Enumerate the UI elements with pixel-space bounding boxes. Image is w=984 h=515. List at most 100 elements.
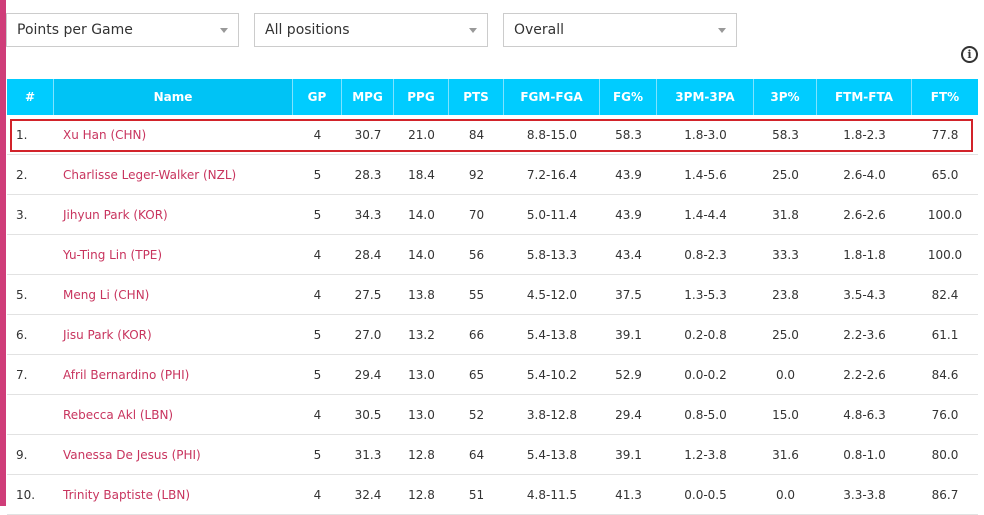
cell-fg-pct: 43.9 <box>600 155 657 195</box>
cell-ft-pct: 61.1 <box>912 315 978 355</box>
cell-player-name[interactable]: Vanessa De Jesus (PHI) <box>54 435 293 475</box>
cell-pts: 51 <box>449 475 504 515</box>
cell-ppg: 14.0 <box>394 195 449 235</box>
col-header-fg-pct[interactable]: FG% <box>600 79 657 115</box>
cell-rank: 6. <box>7 315 54 355</box>
cell-rank <box>7 395 54 435</box>
table-header-row: # Name GP MPG PPG PTS FGM-FGA FG% 3PM-3P… <box>7 79 978 115</box>
col-header-ft-pct[interactable]: FT% <box>912 79 978 115</box>
info-icon[interactable]: i <box>961 46 978 63</box>
cell-ft-pct: 100.0 <box>912 195 978 235</box>
table-row: 10. Trinity Baptiste (LBN) 4 32.4 12.8 51 4.8-… <box>7 475 978 515</box>
cell-mpg: 31.3 <box>342 435 394 475</box>
table-row: Rebecca Akl (LBN) 4 30.5 13.0 52 3.8-12.8 29.4… <box>7 395 978 435</box>
col-header-rank: # <box>7 79 54 115</box>
cell-gp: 5 <box>293 435 342 475</box>
col-header-name[interactable]: Name <box>54 79 293 115</box>
cell-player-name[interactable]: Trinity Baptiste (LBN) <box>54 475 293 515</box>
cell-mpg: 27.0 <box>342 315 394 355</box>
table-row: 5. Meng Li (CHN) 4 27.5 13.8 55 4.5-12.0 37.5 1.… <box>7 275 978 315</box>
cell-gp: 4 <box>293 475 342 515</box>
cell-gp: 4 <box>293 275 342 315</box>
cell-3pm-3pa: 0.8-5.0 <box>657 395 754 435</box>
cell-player-name[interactable]: Jihyun Park (KOR) <box>54 195 293 235</box>
col-header-fgm-fga[interactable]: FGM-FGA <box>504 79 600 115</box>
cell-3pm-3pa: 1.8-3.0 <box>657 115 754 155</box>
cell-pts: 56 <box>449 235 504 275</box>
cell-3pm-3pa: 0.8-2.3 <box>657 235 754 275</box>
scope-select-value: Overall <box>514 22 565 38</box>
cell-pts: 65 <box>449 355 504 395</box>
cell-rank: 1. <box>7 115 54 155</box>
cell-pts: 92 <box>449 155 504 195</box>
cell-mpg: 28.4 <box>342 235 394 275</box>
cell-mpg: 30.5 <box>342 395 394 435</box>
cell-3p-pct: 15.0 <box>754 395 817 435</box>
table-row: 9. Vanessa De Jesus (PHI) 5 31.3 12.8 64 5.4-1… <box>7 435 978 475</box>
cell-fgm-fga: 8.8-15.0 <box>504 115 600 155</box>
cell-rank: 9. <box>7 435 54 475</box>
cell-3pm-3pa: 1.4-5.6 <box>657 155 754 195</box>
cell-gp: 4 <box>293 115 342 155</box>
left-accent-bar <box>0 0 6 506</box>
cell-player-name[interactable]: Afril Bernardino (PHI) <box>54 355 293 395</box>
cell-pts: 55 <box>449 275 504 315</box>
cell-gp: 5 <box>293 355 342 395</box>
cell-ft-pct: 84.6 <box>912 355 978 395</box>
cell-3pm-3pa: 0.2-0.8 <box>657 315 754 355</box>
cell-gp: 5 <box>293 155 342 195</box>
stat-select[interactable]: Points per Game <box>6 13 239 47</box>
cell-rank: 5. <box>7 275 54 315</box>
cell-player-name[interactable]: Rebecca Akl (LBN) <box>54 395 293 435</box>
cell-player-name[interactable]: Xu Han (CHN) <box>54 115 293 155</box>
col-header-ppg[interactable]: PPG <box>394 79 449 115</box>
cell-fgm-fga: 7.2-16.4 <box>504 155 600 195</box>
cell-rank <box>7 235 54 275</box>
col-header-pts[interactable]: PTS <box>449 79 504 115</box>
cell-ft-pct: 86.7 <box>912 475 978 515</box>
cell-3pm-3pa: 1.3-5.3 <box>657 275 754 315</box>
cell-gp: 4 <box>293 235 342 275</box>
cell-3p-pct: 23.8 <box>754 275 817 315</box>
cell-ppg: 14.0 <box>394 235 449 275</box>
cell-player-name[interactable]: Charlisse Leger-Walker (NZL) <box>54 155 293 195</box>
cell-rank: 3. <box>7 195 54 235</box>
cell-3p-pct: 31.8 <box>754 195 817 235</box>
col-header-mpg[interactable]: MPG <box>342 79 394 115</box>
cell-3p-pct: 25.0 <box>754 155 817 195</box>
cell-ftm-fta: 0.8-1.0 <box>817 435 912 475</box>
cell-3pm-3pa: 1.2-3.8 <box>657 435 754 475</box>
stats-table: # Name GP MPG PPG PTS FGM-FGA FG% 3PM-3P… <box>7 79 978 515</box>
cell-ftm-fta: 2.2-3.6 <box>817 315 912 355</box>
cell-ppg: 18.4 <box>394 155 449 195</box>
scope-select[interactable]: Overall <box>503 13 737 47</box>
chevron-down-icon <box>718 28 726 33</box>
col-header-3pm-3pa[interactable]: 3PM-3PA <box>657 79 754 115</box>
cell-player-name[interactable]: Jisu Park (KOR) <box>54 315 293 355</box>
cell-fgm-fga: 5.8-13.3 <box>504 235 600 275</box>
table-row: 1. Xu Han (CHN) 4 30.7 21.0 84 8.8-15.0 58.3 1.8… <box>7 115 978 155</box>
cell-fg-pct: 39.1 <box>600 435 657 475</box>
cell-player-name[interactable]: Meng Li (CHN) <box>54 275 293 315</box>
chevron-down-icon <box>220 28 228 33</box>
position-select[interactable]: All positions <box>254 13 488 47</box>
cell-3p-pct: 31.6 <box>754 435 817 475</box>
cell-ftm-fta: 4.8-6.3 <box>817 395 912 435</box>
cell-fg-pct: 39.1 <box>600 315 657 355</box>
cell-rank: 10. <box>7 475 54 515</box>
cell-fgm-fga: 5.4-10.2 <box>504 355 600 395</box>
cell-mpg: 30.7 <box>342 115 394 155</box>
cell-3p-pct: 25.0 <box>754 315 817 355</box>
cell-ftm-fta: 2.2-2.6 <box>817 355 912 395</box>
cell-player-name[interactable]: Yu-Ting Lin (TPE) <box>54 235 293 275</box>
col-header-gp[interactable]: GP <box>293 79 342 115</box>
cell-ppg: 13.0 <box>394 395 449 435</box>
col-header-3p-pct[interactable]: 3P% <box>754 79 817 115</box>
cell-ft-pct: 80.0 <box>912 435 978 475</box>
cell-gp: 5 <box>293 195 342 235</box>
cell-gp: 5 <box>293 315 342 355</box>
cell-3pm-3pa: 1.4-4.4 <box>657 195 754 235</box>
cell-ppg: 21.0 <box>394 115 449 155</box>
cell-ppg: 12.8 <box>394 475 449 515</box>
col-header-ftm-fta[interactable]: FTM-FTA <box>817 79 912 115</box>
